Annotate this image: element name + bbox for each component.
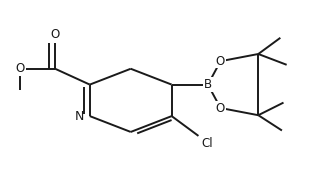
Text: O: O bbox=[16, 62, 25, 75]
Text: Cl: Cl bbox=[202, 137, 213, 150]
Text: N: N bbox=[75, 110, 84, 123]
Text: O: O bbox=[216, 55, 225, 68]
Text: B: B bbox=[204, 78, 212, 91]
Text: O: O bbox=[216, 102, 225, 114]
Text: O: O bbox=[50, 28, 60, 41]
